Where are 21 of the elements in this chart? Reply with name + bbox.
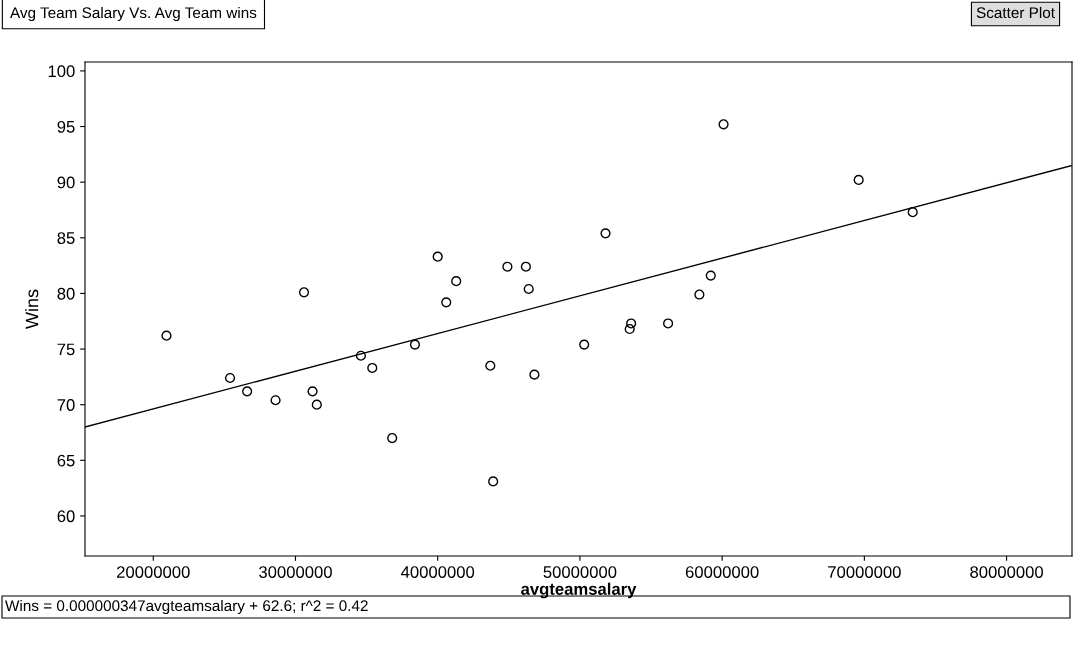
- x-tick-label: 30000000: [259, 566, 332, 578]
- x-tick-label: 20000000: [117, 566, 190, 578]
- y-tick-label: 65: [57, 454, 75, 467]
- x-tick-label: 70000000: [828, 566, 901, 578]
- x-axis-title: avgteamsalary: [521, 582, 637, 599]
- y-tick-label: 75: [57, 343, 75, 356]
- x-tick-label: 60000000: [685, 566, 759, 578]
- y-tick-label: 85: [57, 232, 75, 244]
- y-axis-title: Wins: [25, 289, 39, 329]
- text: Wins = 0.000000347avgteamsalary + 62.6; r^2 = 0.42: [5, 599, 368, 615]
- text: Scatter Plot: [976, 6, 1055, 19]
- y-tick-label: 100: [48, 65, 75, 78]
- y-tick-label: 70: [57, 399, 75, 411]
- y-tick-label: 95: [57, 120, 75, 133]
- x-tick-label: 40000000: [401, 566, 475, 578]
- chart-title: Avg Team Salary Vs. Avg Team wins: [10, 6, 257, 22]
- x-tick-label: 80000000: [970, 566, 1044, 578]
- y-tick-label: 80: [57, 287, 75, 300]
- y-tick-label: 90: [57, 176, 75, 189]
- x-tick-label: 50000000: [543, 566, 617, 578]
- y-tick-label: 60: [57, 510, 75, 523]
